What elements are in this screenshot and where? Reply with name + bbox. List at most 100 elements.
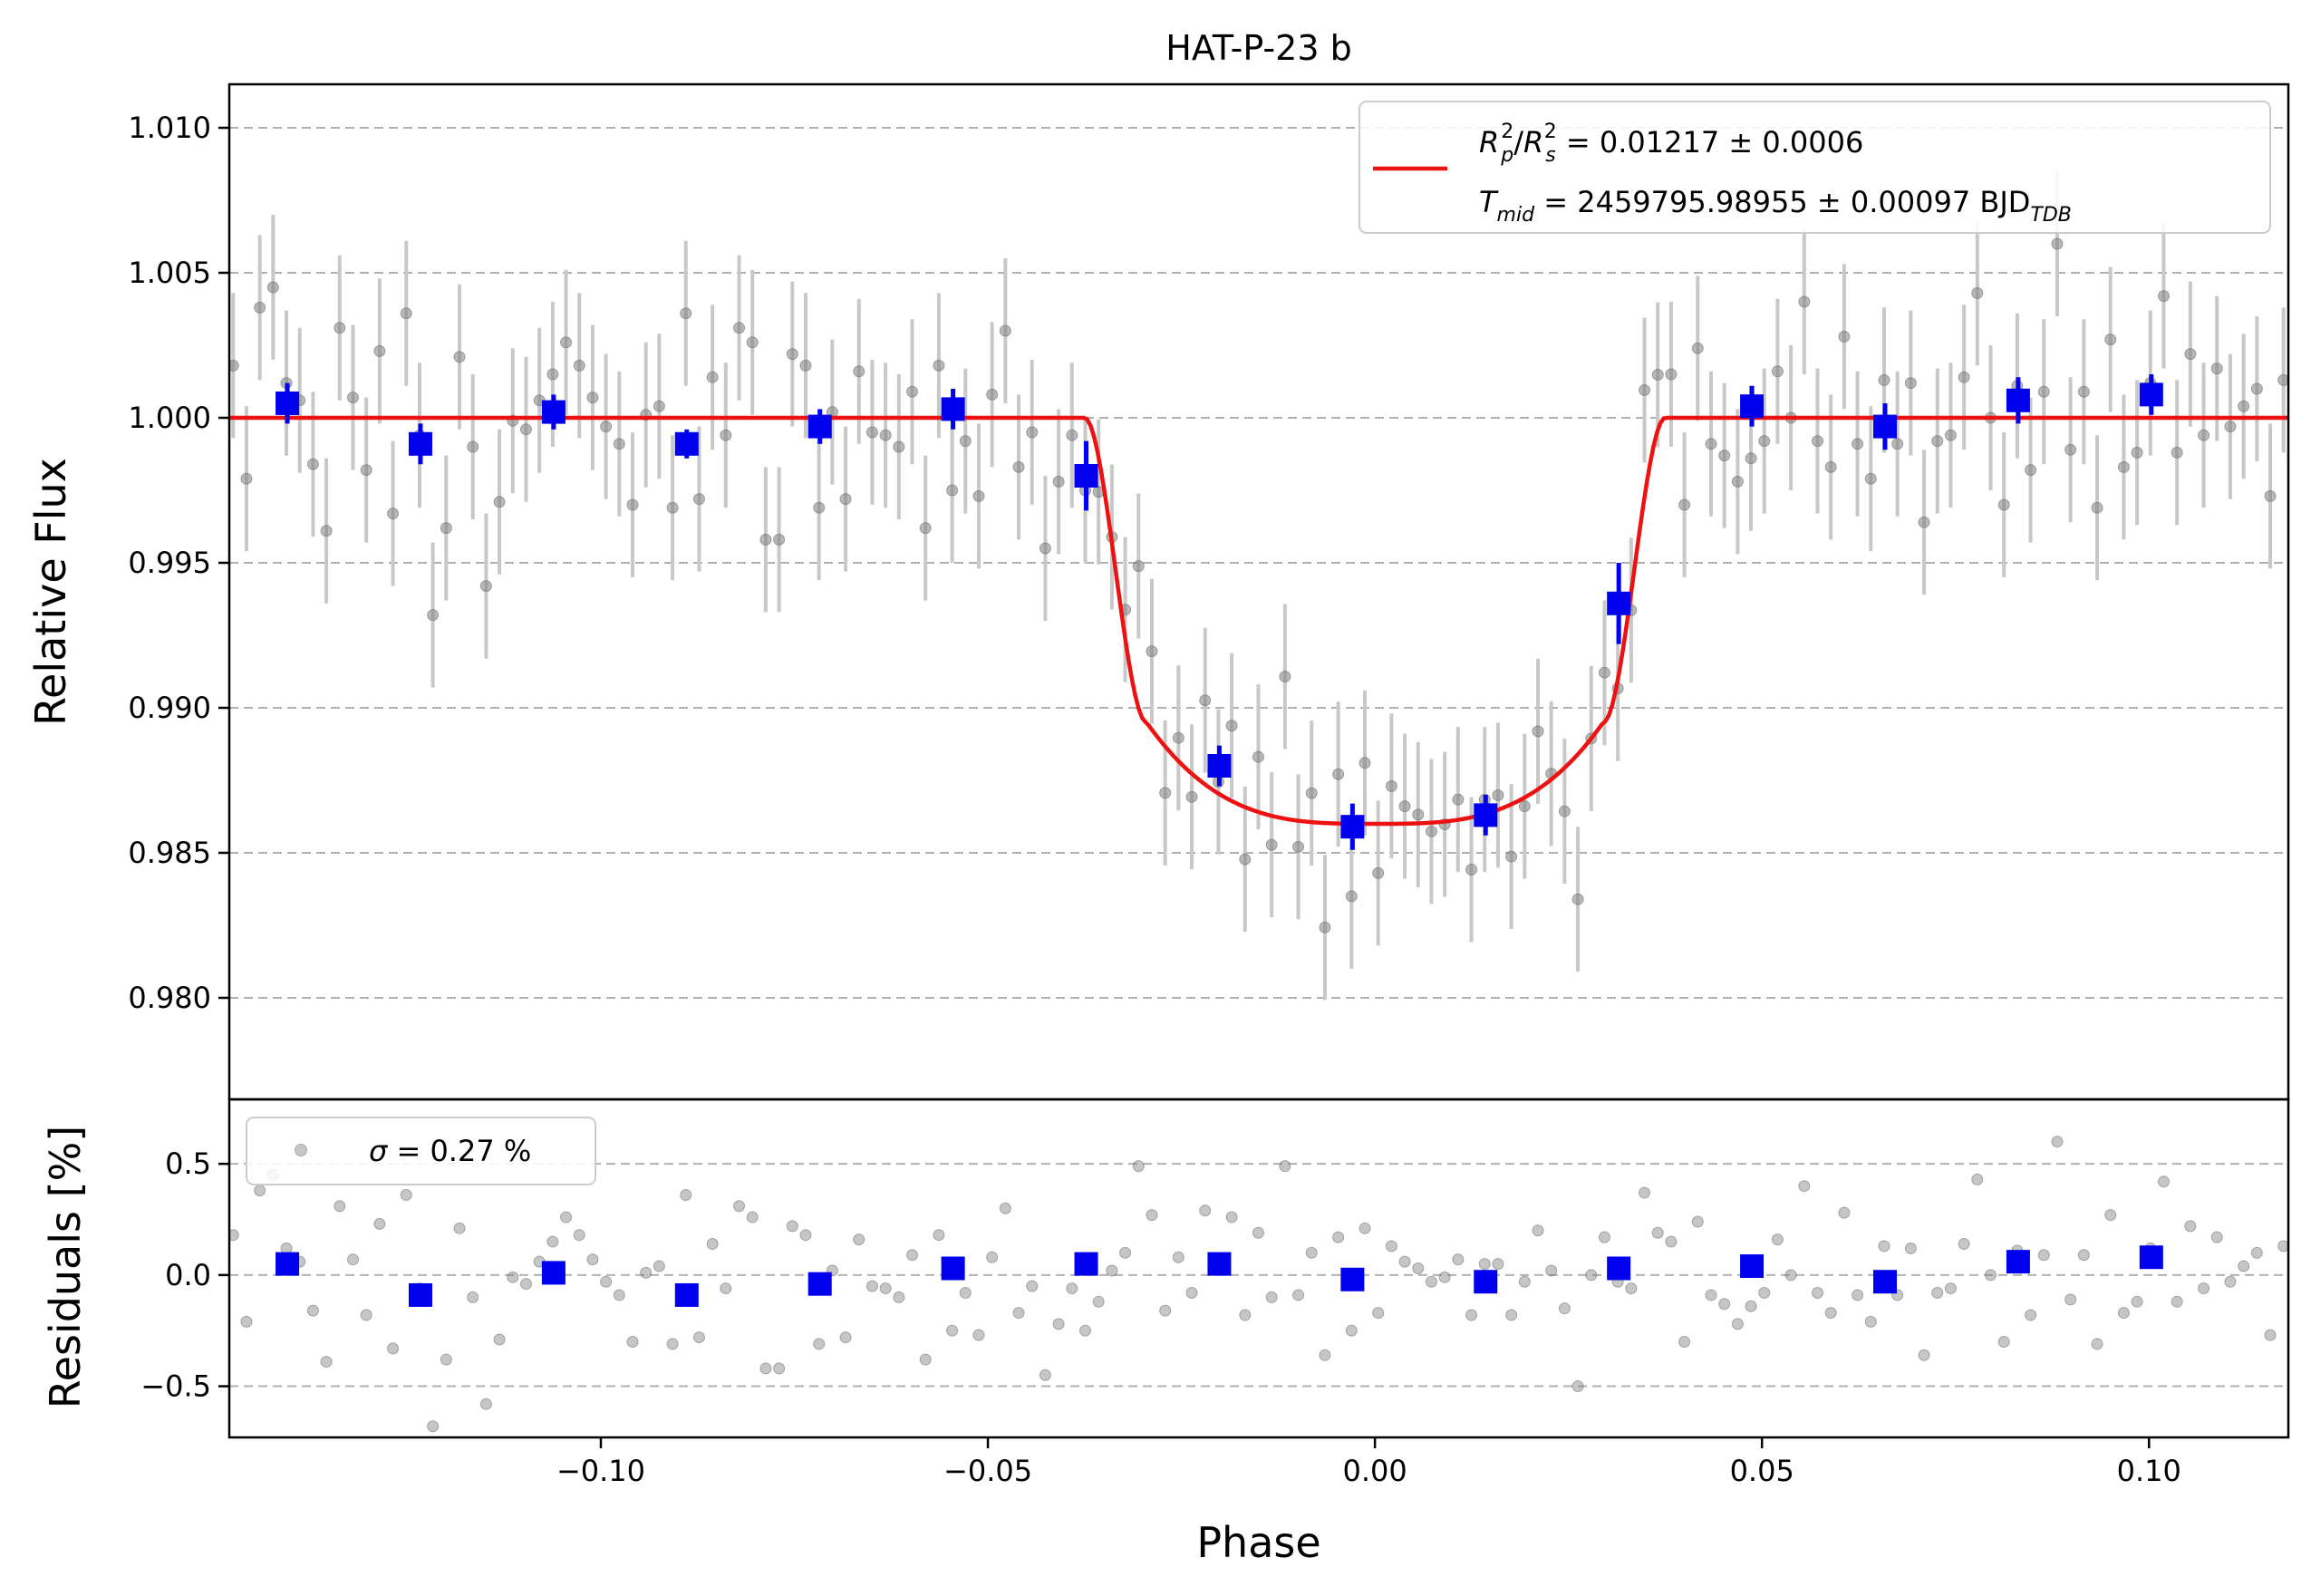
raw-flux-point xyxy=(706,371,719,383)
raw-residual-point xyxy=(1997,1335,2010,1348)
raw-residual-point xyxy=(1625,1282,1638,1295)
raw-flux-point xyxy=(1532,725,1544,738)
raw-flux-point xyxy=(2117,460,2130,473)
raw-residual-point xyxy=(1385,1240,1397,1253)
raw-flux-point xyxy=(573,359,585,372)
raw-flux-point xyxy=(865,426,878,439)
raw-flux-point xyxy=(999,324,1011,337)
raw-flux-point xyxy=(1971,286,1984,299)
raw-residual-point xyxy=(1438,1271,1451,1283)
raw-residual-points xyxy=(229,1136,2288,1433)
raw-residual-point xyxy=(320,1356,333,1369)
raw-residual-point xyxy=(1239,1309,1252,1321)
raw-flux-point xyxy=(1492,789,1504,802)
raw-residual-point xyxy=(946,1324,959,1337)
raw-flux-point xyxy=(586,392,599,404)
raw-residual-point xyxy=(2025,1309,2037,1321)
binned-residual-point xyxy=(1607,1256,1631,1281)
raw-flux-point xyxy=(2198,429,2210,441)
raw-flux-point xyxy=(2104,334,2117,346)
residual-legend-marker xyxy=(295,1144,307,1156)
raw-residual-point xyxy=(240,1315,253,1328)
raw-residual-point xyxy=(2198,1282,2210,1295)
raw-flux-point xyxy=(1146,645,1158,658)
raw-flux-point xyxy=(266,281,279,294)
raw-residual-point xyxy=(1185,1286,1198,1299)
top-legend-box xyxy=(1359,101,2271,234)
raw-residual-point xyxy=(1598,1231,1610,1243)
raw-residual-point xyxy=(1452,1253,1465,1266)
residual-panel-gridlines xyxy=(229,1163,2288,1388)
raw-flux-point xyxy=(1292,840,1305,853)
raw-flux-point xyxy=(1931,435,1944,448)
raw-residual-point xyxy=(1838,1206,1851,1219)
raw-flux-point xyxy=(306,458,319,470)
raw-flux-point xyxy=(1052,475,1065,488)
raw-flux-point xyxy=(666,501,679,514)
raw-residual-point xyxy=(1784,1269,1797,1282)
raw-flux-point xyxy=(799,359,812,372)
raw-residual-point xyxy=(972,1329,985,1341)
top-panel-frame xyxy=(227,82,2290,1101)
raw-residual-point xyxy=(453,1222,466,1234)
raw-residual-point xyxy=(427,1420,440,1433)
raw-residual-point xyxy=(1718,1298,1731,1311)
raw-residual-point xyxy=(1852,1289,1864,1301)
raw-flux-point xyxy=(786,348,798,361)
raw-flux-point xyxy=(2277,373,2288,386)
raw-residual-point xyxy=(1398,1255,1411,1268)
binned-flux-point xyxy=(276,392,300,415)
raw-flux-point xyxy=(1798,295,1811,308)
binned-residual-point xyxy=(541,1261,566,1285)
binned-flux-point xyxy=(807,414,832,439)
raw-flux-point xyxy=(853,365,865,378)
legend-depth-text: Rp2/Rs2 = 0.01217 ± 0.0006 xyxy=(1479,121,1863,167)
raw-residual-point xyxy=(1319,1349,1331,1361)
binned-residual-point xyxy=(807,1272,832,1296)
residual-legend-text: σ = 0.27 % xyxy=(369,1134,531,1168)
raw-flux-point xyxy=(240,472,253,485)
binned-residual-point xyxy=(1474,1270,1498,1294)
raw-flux-point xyxy=(1372,866,1385,879)
raw-flux-point xyxy=(1159,787,1172,799)
binned-residual-point xyxy=(1074,1252,1098,1276)
residual-y-tick-label: −0.5 xyxy=(140,1369,211,1404)
raw-residual-point xyxy=(1412,1262,1425,1274)
raw-flux-point xyxy=(1332,768,1345,780)
raw-flux-point xyxy=(1398,800,1411,813)
raw-flux-point xyxy=(493,496,506,508)
raw-residual-point xyxy=(640,1266,653,1279)
raw-residual-point xyxy=(1172,1251,1185,1263)
raw-residual-point xyxy=(2264,1329,2277,1341)
raw-residual-point xyxy=(680,1189,692,1202)
raw-residual-point xyxy=(586,1253,599,1266)
raw-residual-point xyxy=(600,1275,613,1288)
raw-flux-point xyxy=(1012,460,1025,473)
raw-residual-point xyxy=(1279,1160,1291,1173)
raw-residual-point xyxy=(1119,1246,1132,1259)
raw-flux-point xyxy=(427,609,440,622)
raw-flux-points xyxy=(229,237,2288,933)
raw-flux-point xyxy=(453,351,466,363)
raw-flux-point xyxy=(2171,446,2183,459)
raw-flux-point xyxy=(1452,793,1465,806)
binned-flux-point xyxy=(941,397,965,421)
raw-residual-point xyxy=(1265,1291,1278,1303)
raw-flux-point xyxy=(479,580,492,593)
binned-flux-point xyxy=(1474,803,1498,827)
raw-flux-point xyxy=(1997,498,2010,511)
raw-residual-point xyxy=(1904,1242,1917,1254)
raw-residual-point xyxy=(1824,1307,1837,1320)
binned-flux-point xyxy=(2006,388,2030,412)
raw-residual-point xyxy=(986,1251,999,1263)
binned-residual-points xyxy=(276,1245,2163,1307)
raw-residual-point xyxy=(1252,1226,1264,1239)
raw-flux-point xyxy=(1132,560,1145,573)
raw-flux-point xyxy=(2250,382,2263,395)
raw-flux-point xyxy=(1066,429,1078,441)
raw-flux-point xyxy=(1425,825,1437,837)
raw-flux-point xyxy=(626,498,639,511)
binned-residual-point xyxy=(408,1282,432,1307)
raw-flux-point xyxy=(467,440,479,453)
